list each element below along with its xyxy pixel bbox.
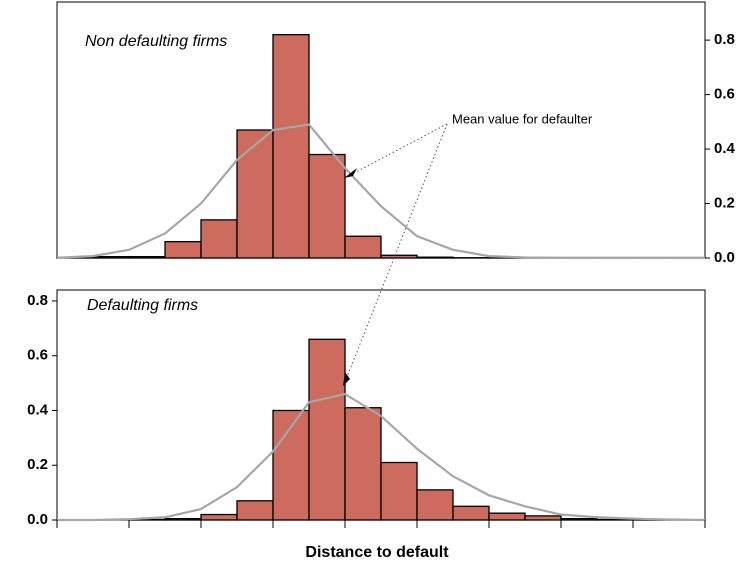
bar	[200, 513, 238, 521]
x-axis-label: Distance to default	[305, 544, 449, 561]
panel-label: Non defaulting firms	[85, 33, 227, 50]
bar	[380, 461, 418, 521]
bar	[488, 512, 526, 521]
bar	[164, 517, 202, 521]
arrow-head	[344, 168, 357, 178]
y-tick-label: 0.2	[714, 195, 735, 212]
bar	[236, 500, 274, 521]
bar	[416, 489, 454, 521]
bar	[308, 338, 346, 521]
y-tick-label: 0.6	[27, 347, 48, 364]
bar	[344, 235, 382, 259]
panel-label: Defaulting firms	[87, 297, 198, 314]
bar	[236, 129, 274, 259]
bar	[380, 254, 418, 259]
arrow-head	[343, 372, 350, 386]
y-tick-label: 0.2	[27, 456, 48, 473]
bar	[272, 34, 310, 259]
bar	[128, 255, 166, 259]
density-curve	[57, 392, 706, 522]
y-tick-label: 0.4	[27, 401, 49, 418]
bar	[92, 255, 130, 259]
y-tick-label: 0.8	[27, 292, 48, 309]
bar	[416, 256, 454, 259]
y-tick-label: 0.0	[27, 511, 48, 528]
y-tick-label: 0.8	[714, 31, 735, 48]
annotation: Mean value for defaulter	[452, 111, 593, 126]
bar	[452, 505, 490, 521]
density-curve	[56, 123, 705, 259]
bar	[344, 407, 382, 521]
y-tick-label: 0.0	[714, 249, 735, 266]
bar	[200, 219, 238, 259]
annotation-pointers	[344, 123, 448, 383]
y-tick-label: 0.6	[714, 86, 735, 103]
bar	[524, 515, 562, 521]
y-tick-label: 0.4	[714, 140, 736, 157]
bar	[596, 518, 634, 521]
bar	[164, 241, 202, 259]
bar	[308, 153, 346, 259]
bar	[560, 517, 598, 521]
